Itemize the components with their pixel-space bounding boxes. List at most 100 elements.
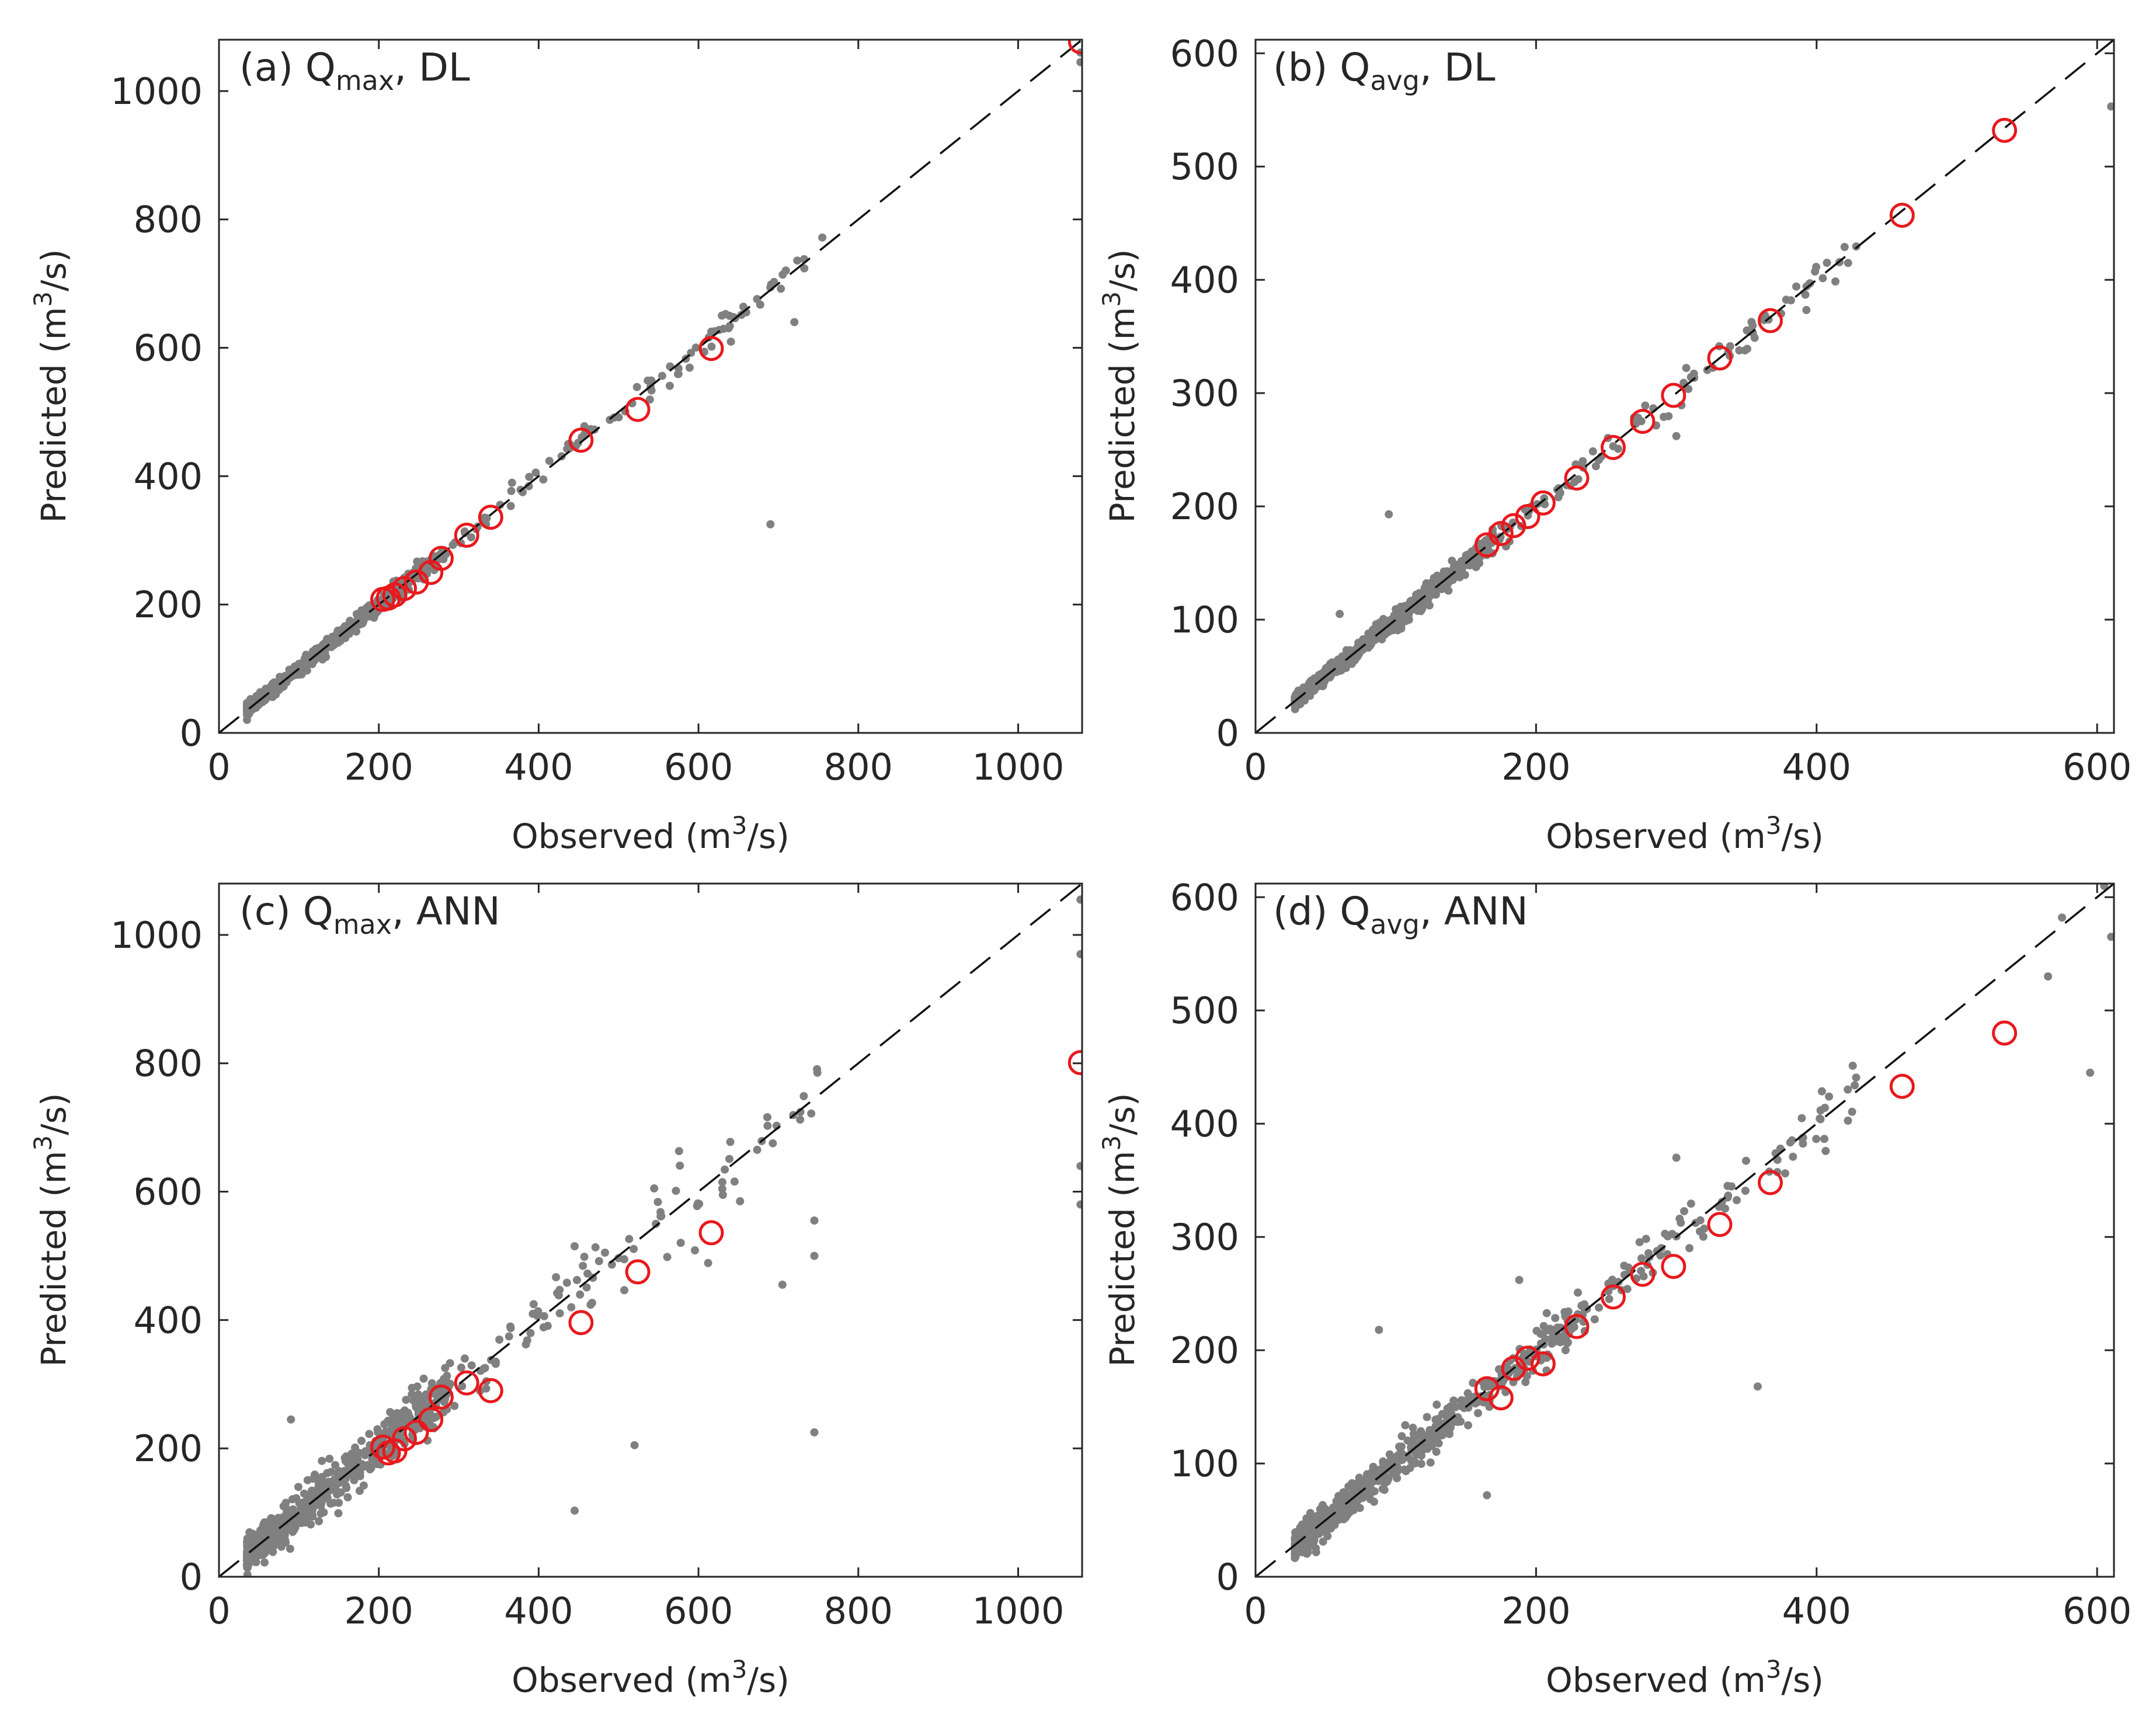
y-axis-label-a-main: Predicted (m bbox=[34, 307, 74, 523]
data-point-b bbox=[1660, 412, 1668, 421]
data-point-c bbox=[260, 1534, 269, 1543]
data-point-d bbox=[1456, 1417, 1465, 1426]
data-point-d bbox=[1474, 1409, 1482, 1417]
x-tick-label-a: 400 bbox=[504, 746, 573, 788]
data-point-a bbox=[756, 300, 764, 309]
data-point-b bbox=[1437, 572, 1446, 580]
data-point-d bbox=[1727, 1182, 1736, 1191]
data-point-c bbox=[297, 1504, 305, 1513]
data-point-d bbox=[1742, 1156, 1750, 1165]
data-point-a bbox=[308, 655, 317, 664]
data-point-d bbox=[1369, 1497, 1378, 1506]
panel-c: (c) Qmax, ANN Observed (m3/s) Predicted … bbox=[29, 882, 1083, 1700]
y-axis-label-d-suffix: /s) bbox=[1103, 1093, 1142, 1135]
data-point-d bbox=[1379, 1457, 1388, 1466]
x-axis-label-c-main: Observed (m bbox=[512, 1660, 732, 1700]
data-point-c bbox=[552, 1273, 561, 1282]
panel-b: (b) Qavg, DL Observed (m3/s) Predicted (… bbox=[1097, 32, 2131, 856]
data-point-b bbox=[1319, 680, 1327, 688]
highlight-point-b bbox=[1661, 383, 1686, 408]
x-axis-label-b: Observed (m3/s) bbox=[1546, 811, 1824, 856]
y-tick-label-d: 400 bbox=[1170, 1103, 1239, 1145]
y-axis-label-a-sup: 3 bbox=[29, 291, 57, 307]
data-point-d bbox=[1370, 1467, 1379, 1476]
data-point-d bbox=[1432, 1448, 1441, 1456]
data-point-d bbox=[1561, 1346, 1570, 1354]
data-point-d bbox=[1691, 1219, 1700, 1228]
data-point-d bbox=[1337, 1504, 1345, 1513]
data-point-c bbox=[450, 1402, 459, 1410]
x-axis-label-c: Observed (m3/s) bbox=[512, 1655, 790, 1700]
outlier-point-d bbox=[1672, 1153, 1681, 1162]
data-point-b bbox=[1684, 385, 1693, 394]
panel-title-b: (b) Qavg, DL bbox=[1273, 45, 1496, 96]
data-point-b bbox=[1330, 660, 1338, 669]
highlight-point-b bbox=[1601, 434, 1626, 460]
data-point-d bbox=[1417, 1427, 1425, 1435]
highlight-point-d bbox=[1515, 1346, 1541, 1371]
data-point-d bbox=[1312, 1544, 1320, 1553]
outlier-point-c bbox=[778, 1280, 787, 1289]
axes-frame-b bbox=[1254, 39, 2115, 734]
axes-frame-c bbox=[218, 882, 1083, 1578]
y-axis-label-d-sup: 3 bbox=[1097, 1135, 1126, 1151]
highlight-point-a bbox=[478, 505, 503, 530]
data-point-d bbox=[1319, 1512, 1328, 1521]
y-tick-label-b: 300 bbox=[1170, 372, 1239, 415]
data-point-d bbox=[1781, 1169, 1789, 1178]
data-point-d bbox=[1816, 1114, 1824, 1123]
panel-title-c: (c) Qmax, ANN bbox=[239, 889, 500, 940]
outlier-point-c bbox=[1076, 1200, 1082, 1209]
x-axis-label-a: Observed (m3/s) bbox=[512, 811, 790, 856]
data-point-d bbox=[1844, 1085, 1852, 1094]
data-point-d bbox=[1812, 1135, 1821, 1143]
data-point-b bbox=[1823, 259, 1831, 267]
data-point-d bbox=[1700, 1224, 1709, 1233]
data-point-a bbox=[461, 529, 470, 537]
y-axis-label-b-suffix: /s) bbox=[1103, 249, 1142, 291]
data-point-d bbox=[1408, 1438, 1417, 1447]
data-point-d bbox=[1852, 1073, 1861, 1082]
outlier-point-d bbox=[2100, 884, 2109, 890]
outlier-point-d bbox=[1375, 1326, 1383, 1334]
x-tick-label-a: 600 bbox=[664, 746, 733, 788]
data-point-c bbox=[408, 1383, 416, 1392]
highlight-point-c bbox=[428, 1384, 454, 1410]
data-point-c bbox=[807, 1109, 816, 1118]
data-point-c bbox=[601, 1249, 609, 1257]
data-point-d bbox=[1389, 1469, 1397, 1478]
outlier-point-c bbox=[1076, 1162, 1082, 1170]
data-point-c bbox=[625, 1235, 634, 1243]
data-point-d bbox=[1449, 1396, 1458, 1405]
data-point-c bbox=[653, 1198, 662, 1207]
data-point-d bbox=[1624, 1263, 1633, 1272]
data-point-c bbox=[763, 1113, 771, 1122]
outlier-point-c bbox=[571, 1506, 579, 1515]
data-point-b bbox=[1852, 242, 1861, 251]
data-point-d bbox=[1423, 1413, 1431, 1421]
data-point-a bbox=[507, 486, 516, 495]
panel-title-a: (a) Qmax, DL bbox=[239, 45, 470, 96]
data-point-d bbox=[1825, 1092, 1834, 1101]
data-point-b bbox=[1588, 447, 1597, 456]
highlight-point-a bbox=[392, 576, 417, 602]
data-point-a bbox=[283, 676, 291, 684]
data-point-b bbox=[1316, 670, 1324, 679]
x-tick-label-a: 800 bbox=[824, 746, 893, 788]
data-point-c bbox=[243, 1570, 252, 1577]
data-point-a bbox=[300, 655, 309, 663]
data-point-c bbox=[263, 1524, 272, 1532]
data-point-c bbox=[620, 1255, 628, 1264]
highlight-point-b bbox=[1707, 345, 1733, 371]
data-point-c bbox=[326, 1499, 335, 1508]
data-point-c bbox=[318, 1473, 326, 1482]
data-point-b bbox=[1613, 444, 1622, 453]
x-axis-label-d: Observed (m3/s) bbox=[1546, 1655, 1824, 1700]
x-tick-label-d: 400 bbox=[1782, 1590, 1851, 1632]
data-point-c bbox=[387, 1424, 396, 1433]
data-point-d bbox=[1844, 1117, 1852, 1125]
data-point-c bbox=[356, 1472, 364, 1480]
data-point-a bbox=[531, 468, 540, 477]
data-point-b bbox=[1390, 611, 1399, 620]
data-point-b bbox=[1341, 654, 1350, 663]
